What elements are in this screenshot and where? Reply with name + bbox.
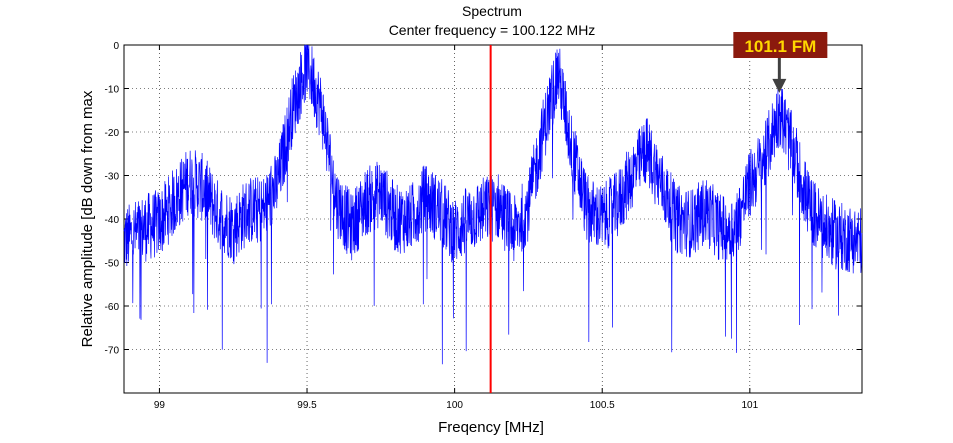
annotation-label: 101.1 FM [744, 37, 816, 56]
x-axis-label: Freqency [MHz] [438, 419, 544, 436]
x-tick-label: 101 [741, 400, 758, 411]
y-tick-label: -20 [105, 128, 120, 139]
annotation-arrowhead-icon [772, 78, 787, 93]
x-tick-label: 100 [446, 400, 463, 411]
x-tick-label: 99 [154, 400, 166, 411]
y-tick-label: -60 [105, 302, 120, 313]
x-tick-label: 99.5 [297, 400, 317, 411]
y-tick-label: 0 [113, 41, 119, 52]
y-tick-label: -40 [105, 215, 120, 226]
y-tick-label: -70 [105, 346, 120, 357]
chart-subtitle: Center frequency = 100.122 MHz [389, 22, 596, 38]
annotation-box [733, 32, 828, 58]
spectrum-trace [123, 44, 863, 365]
station-annotation: 101.1 FM [733, 32, 828, 93]
y-tick-label: -50 [105, 259, 120, 270]
spectrum-series [123, 44, 863, 365]
y-axis-label: Relative amplitude [dB down from max [79, 90, 96, 347]
y-tick-label: -10 [105, 85, 120, 96]
axis-ticks: 99 99.5 100 100.5 101 0 -10 -20 -30 -40 -50 -60 -70 [105, 41, 862, 411]
grid-lines [124, 45, 862, 393]
chart-title: Spectrum [462, 3, 522, 19]
y-tick-label: -30 [105, 172, 120, 183]
x-tick-label: 100.5 [590, 400, 615, 411]
